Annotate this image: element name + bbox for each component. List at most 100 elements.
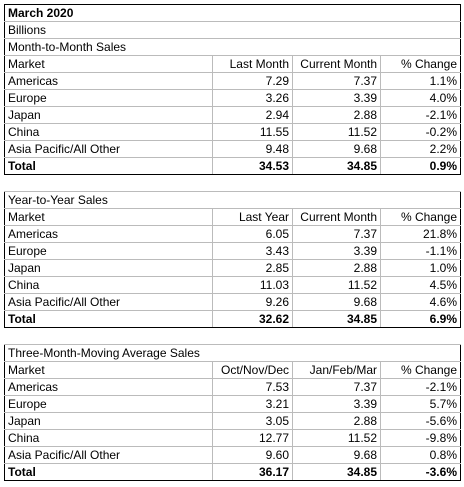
value-cell: 2.85 [212, 259, 293, 277]
label-cell: China [4, 123, 213, 141]
value-cell: 6.9% [380, 310, 461, 328]
value-cell: 11.52 [292, 123, 381, 141]
label-cell: Americas [4, 72, 213, 90]
value-cell: 6.05 [212, 225, 293, 243]
label-cell: Europe [4, 89, 213, 107]
data-row: Europe 3.26 3.39 4.0% [4, 89, 461, 107]
value-cell: 4.0% [380, 89, 461, 107]
column-header-row: Market Last Month Current Month% Change [4, 55, 461, 73]
label-cell: Japan [4, 412, 213, 430]
value-cell: 11.55 [212, 123, 293, 141]
value-cell: -2.1% [380, 106, 461, 124]
value-cell: Current Month [292, 208, 381, 226]
value-cell: 1.0% [380, 259, 461, 277]
value-cell: 34.85 [292, 310, 381, 328]
sales-table: March 2020 Billions Month-to-Month Sales… [4, 4, 461, 481]
unit-row: Billions [4, 21, 461, 39]
value-cell: 7.37 [292, 225, 381, 243]
value-cell: % Change [380, 55, 461, 73]
value-cell: 9.68 [292, 140, 381, 158]
value-cell: % Change [380, 208, 461, 226]
section-title: Three-Month-Moving Average Sales [4, 344, 461, 362]
data-row: China 11.55 11.52 -0.2% [4, 123, 461, 141]
value-cell: 3.21 [212, 395, 293, 413]
label-cell: Asia Pacific/All Other [4, 293, 213, 311]
value-cell: % Change [380, 361, 461, 379]
section-title: Month-to-Month Sales [4, 38, 461, 56]
label-cell: China [4, 276, 213, 294]
value-cell: Jan/Feb/Mar [292, 361, 381, 379]
value-cell: 7.29 [212, 72, 293, 90]
data-row: Japan 2.85 2.88 1.0% [4, 259, 461, 277]
value-cell: 3.26 [212, 89, 293, 107]
label-cell: Total [4, 157, 213, 175]
data-row: Japan 2.94 2.88 -2.1% [4, 106, 461, 124]
value-cell: Last Month [212, 55, 293, 73]
value-cell: 2.94 [212, 106, 293, 124]
section-title: Year-to-Year Sales [4, 191, 461, 209]
label-cell: Market [4, 208, 213, 226]
label-cell: Americas [4, 225, 213, 243]
section-title-row: Three-Month-Moving Average Sales [4, 344, 461, 362]
value-cell: 11.03 [212, 276, 293, 294]
data-row: Europe 3.21 3.39 5.7% [4, 395, 461, 413]
label-cell: Market [4, 361, 213, 379]
data-row: Asia Pacific/All Other 9.60 9.68 0.8% [4, 446, 461, 464]
value-cell: 3.39 [292, 89, 381, 107]
data-row: Asia Pacific/All Other 9.26 9.68 4.6% [4, 293, 461, 311]
value-cell: 7.37 [292, 378, 381, 396]
value-cell: 36.17 [212, 463, 293, 481]
total-row: Total 36.17 34.85 -3.6% [4, 463, 461, 481]
spacer-row [4, 174, 461, 192]
value-cell: 0.9% [380, 157, 461, 175]
label-cell: Asia Pacific/All Other [4, 140, 213, 158]
data-row: Europe 3.43 3.39 -1.1% [4, 242, 461, 260]
value-cell: 1.1% [380, 72, 461, 90]
table-body: March 2020 Billions Month-to-Month Sales… [4, 4, 461, 481]
data-row: Americas 7.53 7.37 -2.1% [4, 378, 461, 396]
data-row: China 11.03 11.52 4.5% [4, 276, 461, 294]
value-cell: 9.68 [292, 293, 381, 311]
data-row: China 12.77 11.52 -9.8% [4, 429, 461, 447]
value-cell: Oct/Nov/Dec [212, 361, 293, 379]
value-cell: 7.53 [212, 378, 293, 396]
value-cell: 9.26 [212, 293, 293, 311]
data-row: Japan 3.05 2.88 -5.6% [4, 412, 461, 430]
value-cell: 3.05 [212, 412, 293, 430]
value-cell: 2.2% [380, 140, 461, 158]
value-cell: -0.2% [380, 123, 461, 141]
label-cell: Japan [4, 106, 213, 124]
value-cell: 4.6% [380, 293, 461, 311]
value-cell: 34.85 [292, 157, 381, 175]
spacer [4, 174, 461, 192]
value-cell: 5.7% [380, 395, 461, 413]
value-cell: 2.88 [292, 412, 381, 430]
report-title: March 2020 [4, 4, 461, 22]
value-cell: 34.53 [212, 157, 293, 175]
total-row: Total 34.53 34.85 0.9% [4, 157, 461, 175]
column-header-row: Market Oct/Nov/Dec Jan/Feb/Mar% Change [4, 361, 461, 379]
total-row: Total 32.62 34.85 6.9% [4, 310, 461, 328]
label-cell: Europe [4, 395, 213, 413]
column-header-row: Market Last Year Current Month% Change [4, 208, 461, 226]
data-row: Asia Pacific/All Other 9.48 9.68 2.2% [4, 140, 461, 158]
label-cell: Americas [4, 378, 213, 396]
section-title-row: Month-to-Month Sales [4, 38, 461, 56]
value-cell: -3.6% [380, 463, 461, 481]
value-cell: -5.6% [380, 412, 461, 430]
value-cell: 7.37 [292, 72, 381, 90]
value-cell: 9.48 [212, 140, 293, 158]
value-cell: 21.8% [380, 225, 461, 243]
value-cell: 2.88 [292, 106, 381, 124]
value-cell: 9.60 [212, 446, 293, 464]
spacer [4, 327, 461, 345]
value-cell: -1.1% [380, 242, 461, 260]
label-cell: Japan [4, 259, 213, 277]
value-cell: 9.68 [292, 446, 381, 464]
value-cell: 0.8% [380, 446, 461, 464]
value-cell: 32.62 [212, 310, 293, 328]
section-title-row: Year-to-Year Sales [4, 191, 461, 209]
value-cell: 3.39 [292, 242, 381, 260]
label-cell: Total [4, 463, 213, 481]
